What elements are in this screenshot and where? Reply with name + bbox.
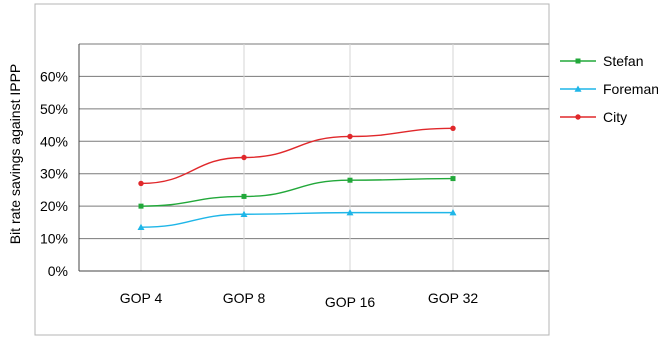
data-point-city xyxy=(347,133,353,140)
legend-item-stefan: Stefan xyxy=(560,53,643,69)
data-point-foreman xyxy=(240,210,248,218)
data-point-city xyxy=(450,125,456,132)
legend-marker-stefan xyxy=(575,58,581,64)
x-tick-label: GOP 32 xyxy=(428,290,479,306)
data-point-city xyxy=(138,180,144,187)
y-axis-label: Bit rate savings against IPPP xyxy=(7,64,23,245)
series-group xyxy=(137,125,457,231)
chart-frame xyxy=(34,3,550,336)
y-tick-labels: 0% 10% 20% 30% 40% 50% 60% xyxy=(40,68,68,279)
series-foreman xyxy=(137,209,457,231)
y-tick-label: 60% xyxy=(40,68,68,84)
data-point-foreman xyxy=(137,223,145,231)
series-line-foreman xyxy=(140,211,453,228)
data-point-stefan xyxy=(347,177,353,183)
data-point-foreman xyxy=(346,209,354,216)
data-point-stefan xyxy=(138,203,144,209)
series-stefan xyxy=(138,176,456,209)
y-tick-label: 50% xyxy=(40,101,68,117)
series-line-city xyxy=(140,127,454,185)
x-tick-label: GOP 8 xyxy=(223,290,266,306)
legend-marker-foreman xyxy=(574,85,582,92)
x-tick-labels: GOP 4 GOP 8 GOP 16 GOP 32 xyxy=(120,290,479,310)
legend-item-city: City xyxy=(560,109,627,125)
data-point-stefan xyxy=(450,176,456,182)
legend-label-foreman: Foreman xyxy=(603,81,658,97)
data-point-foreman xyxy=(449,209,457,216)
legend-label-stefan: Stefan xyxy=(603,53,643,69)
legend-item-foreman: Foreman xyxy=(560,81,658,97)
legend-marker-city xyxy=(575,114,581,120)
legend: Stefan Foreman City xyxy=(560,53,658,125)
data-point-city xyxy=(241,154,247,161)
y-tick-label: 40% xyxy=(40,133,68,149)
y-tick-label: 0% xyxy=(48,263,68,279)
legend-label-city: City xyxy=(603,109,627,125)
x-tick-label: GOP 4 xyxy=(120,290,163,306)
axes xyxy=(78,44,549,272)
y-tick-label: 10% xyxy=(40,231,68,247)
y-tick-label: 30% xyxy=(40,166,68,182)
data-point-stefan xyxy=(241,193,247,199)
series-line-stefan xyxy=(140,177,454,207)
x-tick-label: GOP 16 xyxy=(325,294,376,310)
y-tick-label: 20% xyxy=(40,198,68,214)
series-city xyxy=(138,125,456,187)
